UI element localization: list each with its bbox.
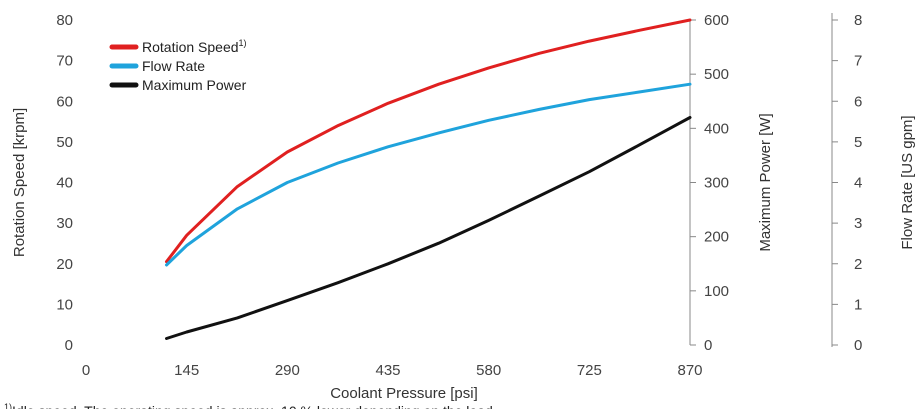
flow-tick-label: 4 [854,175,862,192]
flow-axis-title: Flow Rate [US gpm] [899,115,916,249]
rpm-tick-label: 50 [56,134,73,151]
legend-label: Maximum Power [142,77,247,93]
x-tick-label: 0 [82,362,90,379]
power-tick-label: 600 [704,12,729,29]
legend: Rotation Speed1) Flow Rate Maximum Power [109,38,247,93]
legend-label: Flow Rate [142,58,205,74]
power-tick-label: 500 [704,66,729,83]
rpm-tick-label: 40 [56,175,73,192]
rpm-tick-label: 60 [56,93,73,110]
rpm-tick-label: 70 [56,53,73,70]
rpm-tick-label: 80 [56,12,73,29]
x-tick-label: 580 [476,362,501,379]
legend-label: Rotation Speed1) [142,38,247,55]
series-line-flow-rate [165,82,692,267]
rpm-tick-label: 20 [56,256,73,273]
footnote-marker: 1) [4,402,12,409]
flow-tick-label: 8 [854,12,862,29]
power-tick-label: 0 [704,337,712,354]
footnote: 1)Idle speed. The operating speed is app… [4,402,497,409]
footnote-text: Idle speed. The operating speed is appro… [12,403,497,409]
x-tick-label: 145 [174,362,199,379]
x-tick-label: 290 [275,362,300,379]
power-tick-label: 200 [704,229,729,246]
flow-tick-label: 0 [854,337,862,354]
power-tick-label: 400 [704,120,729,137]
x-tick-label: 725 [577,362,602,379]
x-axis-title: Coolant Pressure [psi] [330,385,478,402]
flow-tick-label: 7 [854,53,862,70]
series-line-rotation-speed [165,18,692,264]
power-tick-label: 300 [704,175,729,192]
power-tick-label: 100 [704,283,729,300]
series-layer [165,18,692,340]
power-axis-title: Maximum Power [W] [757,113,774,251]
series-line-maximum-power [165,116,692,340]
flow-tick-label: 3 [854,215,862,232]
rpm-tick-label: 10 [56,296,73,313]
rpm-axis-title: Rotation Speed [krpm] [11,108,28,257]
x-tick-label: 435 [375,362,400,379]
flow-tick-label: 6 [854,93,862,110]
legend-superscript: 1) [239,38,247,48]
rpm-tick-label: 0 [65,337,73,354]
flow-tick-label: 2 [854,256,862,273]
axes-layer: 0 145 290 435 580 725 87001020304050607080Rota… [11,12,916,379]
flow-tick-label: 5 [854,134,862,151]
flow-tick-label: 1 [854,296,862,313]
rpm-tick-label: 30 [56,215,73,232]
x-tick-label: 870 [677,362,702,379]
